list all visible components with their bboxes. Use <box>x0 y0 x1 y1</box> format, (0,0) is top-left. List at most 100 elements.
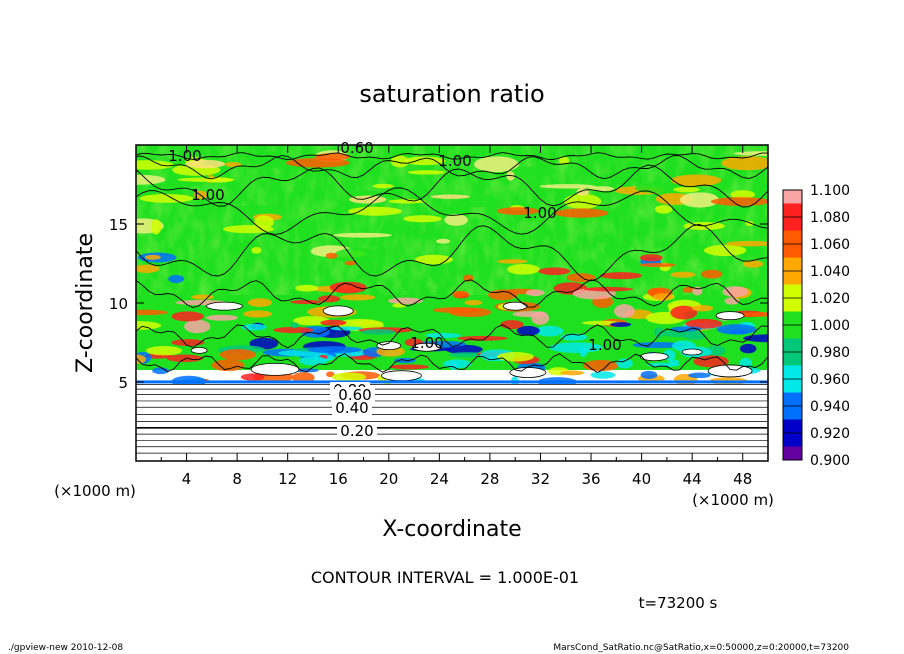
colorbar-label: 1.020 <box>810 291 850 307</box>
field-blob <box>701 269 723 279</box>
field-blob <box>496 207 540 215</box>
field-blob <box>307 346 362 354</box>
field-blob <box>603 241 629 256</box>
y-tick-label: 10 <box>109 295 128 313</box>
time-text: t=73200 s <box>639 594 718 612</box>
field-blob <box>136 174 166 185</box>
field-blob <box>452 290 469 298</box>
field-blob <box>251 246 262 254</box>
field-blob <box>136 321 162 330</box>
field-blob <box>640 370 658 380</box>
contour-line <box>136 152 768 161</box>
field-blob <box>388 297 423 305</box>
white-patch <box>502 301 528 311</box>
field-blob <box>150 219 162 235</box>
field-blob <box>725 240 768 247</box>
field-blob <box>320 319 347 326</box>
field-blob <box>646 362 680 368</box>
colorbar-label: 0.900 <box>810 453 850 469</box>
field-blob <box>563 193 602 209</box>
field-blob <box>683 331 706 340</box>
colorbar-label: 1.100 <box>810 183 850 199</box>
footer-left: ./gpview-new 2010-12-08 <box>8 643 123 653</box>
field-blob <box>558 156 570 165</box>
colorbar-label: 1.080 <box>810 210 850 226</box>
field-blob <box>497 351 534 362</box>
field-blob <box>152 367 170 375</box>
white-patch <box>681 348 703 356</box>
field-blob <box>372 183 394 189</box>
colorbar-label: 1.060 <box>810 237 850 253</box>
field-blobs <box>136 150 768 388</box>
field-blob <box>596 233 616 244</box>
x-axis: 4 8 12 16 20 24 28 32 36 40 44 48 <box>160 145 752 488</box>
contour-line <box>136 223 768 282</box>
x-tick-label: 4 <box>182 470 192 488</box>
contour-label: 1.00 <box>523 204 556 222</box>
field-blob <box>516 325 540 336</box>
colorbar-label: 0.940 <box>810 399 850 415</box>
field-blob <box>443 359 472 369</box>
field-blob <box>584 286 634 292</box>
field-blob <box>273 326 314 334</box>
field-blob <box>392 303 407 308</box>
contour-label: 0.60 <box>338 386 371 404</box>
field-blob <box>326 371 335 378</box>
field-blob <box>507 263 540 275</box>
field-blob <box>339 294 376 301</box>
x-tick-label: 8 <box>232 470 242 488</box>
contour-label: 1.00 <box>410 334 443 352</box>
field-blob <box>290 322 299 329</box>
field-blob <box>348 206 403 216</box>
field-blob <box>445 344 483 354</box>
field-blob <box>610 322 632 327</box>
field-blob <box>333 247 383 264</box>
x-tick-label: 32 <box>531 470 550 488</box>
field-blob <box>688 372 711 379</box>
field-blob <box>682 287 695 293</box>
field-blob <box>724 297 740 305</box>
field-blob <box>136 309 168 316</box>
field-blob <box>185 159 226 169</box>
field-blob <box>219 349 256 361</box>
x-tick-label: 12 <box>278 470 297 488</box>
contour-line <box>136 324 768 349</box>
contour-line <box>136 164 768 208</box>
field-blob <box>473 156 520 173</box>
x-axis-label: X-coordinate <box>382 517 521 542</box>
field-blob <box>254 215 274 229</box>
field-blob <box>390 155 409 168</box>
field-blob <box>291 372 315 384</box>
field-blob <box>295 284 319 292</box>
white-patch <box>715 311 745 321</box>
field-blob <box>389 364 429 370</box>
field-blob <box>600 171 641 185</box>
field-blob <box>534 161 559 167</box>
white-patch <box>206 301 243 311</box>
contour-labels: 1.001.001.001.001.001.000.600.800.800.60… <box>168 139 621 440</box>
colorbar-label: 0.960 <box>810 372 850 388</box>
contour-line <box>136 155 768 180</box>
field-blob <box>737 312 768 317</box>
field-blob <box>703 244 747 257</box>
field-blob <box>449 307 492 317</box>
field-blob <box>733 151 768 156</box>
field-blob <box>247 298 272 307</box>
field-blob <box>245 151 294 165</box>
field-blob <box>329 281 367 294</box>
field-blob <box>425 332 461 339</box>
field-blob <box>616 358 633 369</box>
white-patch <box>376 341 402 351</box>
contour-label-bg <box>335 387 375 403</box>
field-blob <box>403 156 446 166</box>
plot-area <box>136 145 768 461</box>
chart-title: saturation ratio <box>359 80 544 108</box>
y-tick-label: 15 <box>109 216 128 234</box>
field-blob <box>554 208 609 218</box>
field-blob <box>205 314 239 321</box>
field-blob <box>560 370 584 376</box>
x-unit-left: (×1000 m) <box>54 482 136 500</box>
field-blob <box>325 252 338 259</box>
contour-label: 0.20 <box>340 422 373 440</box>
field-blob <box>224 162 242 167</box>
